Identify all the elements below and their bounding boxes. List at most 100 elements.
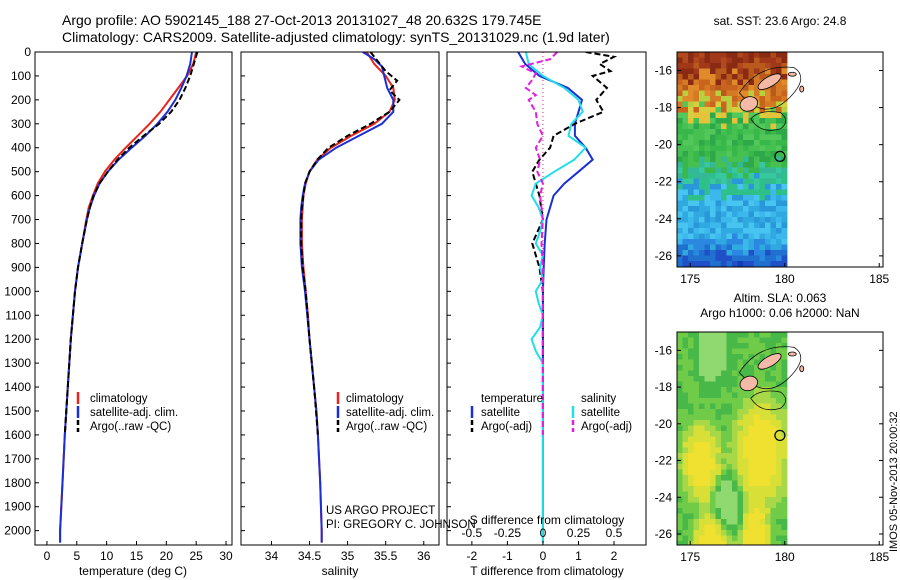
map-cell <box>776 376 782 382</box>
map-cell <box>765 332 771 338</box>
map-cell <box>737 458 744 465</box>
map-cell <box>715 442 722 448</box>
map-cell <box>754 156 760 163</box>
map-cell <box>732 535 738 542</box>
map-cell <box>715 255 722 262</box>
map-cell <box>732 447 738 454</box>
map-cell <box>677 337 683 344</box>
map-cell <box>710 68 716 75</box>
map-cell <box>759 447 766 454</box>
map-cell <box>781 63 788 69</box>
map-cell <box>754 167 760 174</box>
map-cell <box>781 189 788 196</box>
map-cell <box>748 85 755 91</box>
map-cell <box>754 195 760 201</box>
map-cell <box>748 200 755 207</box>
map-cell <box>688 57 694 64</box>
map-cell <box>754 541 760 545</box>
map-cell <box>693 74 700 80</box>
map-cell <box>682 211 689 218</box>
map-cell <box>704 101 711 108</box>
map-cell <box>715 425 722 432</box>
depth-tick-label: 1700 <box>4 452 31 466</box>
map-cell <box>743 508 749 514</box>
map-cell <box>737 255 744 262</box>
x-tick-label: -1 <box>502 549 513 563</box>
map-cell <box>748 184 755 190</box>
map-cell <box>781 348 788 355</box>
sla-map-frame <box>676 331 884 546</box>
map-cell <box>776 519 782 525</box>
map-cell <box>677 497 683 503</box>
map-cell <box>759 200 766 207</box>
map-cell <box>776 239 782 245</box>
map-cell <box>699 502 705 509</box>
map-cell <box>759 134 766 141</box>
map-cell <box>770 469 777 476</box>
map-cell <box>699 475 705 481</box>
map-cell <box>715 354 722 360</box>
map-cell <box>699 156 705 163</box>
map-cell <box>748 57 755 64</box>
map-cell <box>688 519 694 525</box>
map-cell <box>765 453 771 459</box>
map-cell <box>715 392 722 399</box>
map-cell <box>677 398 683 404</box>
map-cell <box>721 370 727 377</box>
map-cell <box>737 107 744 113</box>
map-cell <box>765 392 771 399</box>
map-cell <box>743 200 749 207</box>
map-cell <box>699 255 705 262</box>
map-cell <box>710 173 716 179</box>
map-cell <box>770 140 777 146</box>
map-cell <box>759 502 766 509</box>
map-cell <box>759 101 766 108</box>
map-cell <box>748 365 755 371</box>
map-cell <box>682 57 689 64</box>
map-cell <box>715 63 722 69</box>
map-cell <box>726 486 733 492</box>
map-cell <box>688 52 694 58</box>
map-cell <box>765 250 771 256</box>
map-cell <box>693 376 700 382</box>
map-cell <box>704 107 711 113</box>
map-cell <box>693 244 700 251</box>
map-cell <box>710 486 716 492</box>
map-cell <box>781 359 788 366</box>
map-cell <box>754 337 760 344</box>
map-cell <box>693 348 700 355</box>
map-cell <box>721 74 727 80</box>
map-cell <box>721 535 727 542</box>
map-cell <box>759 475 766 481</box>
map-cell <box>737 156 744 163</box>
map-cell <box>715 453 722 459</box>
map-cell <box>748 151 755 157</box>
map-cell <box>765 173 771 179</box>
map-cell <box>682 156 689 163</box>
map-cell <box>699 261 705 267</box>
map-cell <box>677 184 683 190</box>
map-cell <box>770 348 777 355</box>
map-cell <box>682 475 689 481</box>
map-cell <box>721 90 727 97</box>
map-cell <box>677 436 683 443</box>
map-cell <box>732 118 738 124</box>
map-cell <box>759 145 766 152</box>
map-cell <box>770 376 777 382</box>
map-cell <box>710 118 716 124</box>
sla-map: Altim. SLA: 0.063 Argo h1000: 0.06 h2000… <box>655 291 890 564</box>
map-cell <box>704 420 711 426</box>
map-cell <box>781 447 788 454</box>
map-cell <box>748 420 755 426</box>
map-cell <box>759 535 766 542</box>
map-cell <box>704 244 711 251</box>
map-cell <box>710 453 716 459</box>
map-cell <box>732 343 738 349</box>
map-cell <box>704 469 711 476</box>
map-cell <box>781 414 788 421</box>
map-cell <box>737 178 744 185</box>
map-cell <box>743 453 749 459</box>
bathymetry-contour <box>738 346 802 390</box>
map-cell <box>759 244 766 251</box>
map-cell <box>732 387 738 393</box>
